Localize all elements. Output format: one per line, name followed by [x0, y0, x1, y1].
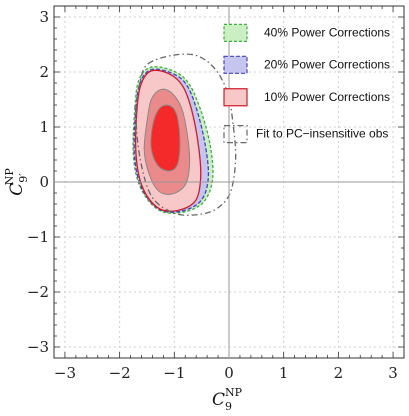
y-axis-label-sup: NP [3, 168, 16, 186]
contour-3-0 [135, 53, 237, 216]
legend-label-3: Fit to PC−insensitive obs [256, 127, 388, 141]
y-axis-label-main: C [7, 183, 27, 196]
contour-regions [132, 53, 237, 216]
y-tick-label: −3 [27, 338, 49, 356]
x-tick-label: −1 [163, 364, 185, 382]
contour-2-2 [150, 104, 181, 172]
x-tick-label: 3 [388, 364, 398, 382]
legend-label-0: 40% Power Corrections [264, 25, 390, 39]
x-axis-label-sup: NP [225, 386, 243, 399]
y-tick-label: −1 [27, 228, 49, 246]
x-axis-label-sub: 9 [225, 400, 232, 413]
legend-swatch-3 [223, 124, 248, 144]
x-tick-label: −3 [54, 364, 76, 382]
legend-swatch-2 [223, 88, 248, 107]
legend-swatch-0 [223, 23, 248, 42]
x-tick-label: 1 [279, 364, 289, 382]
y-tick-label: 1 [39, 118, 49, 136]
legend-swatch-1 [223, 55, 248, 74]
y-axis-label: C9′NP [3, 168, 30, 196]
legend-label-1: 20% Power Corrections [264, 57, 390, 71]
y-tick-label: 2 [39, 63, 49, 81]
tick-marks [54, 6, 404, 358]
y-axis-label-sub: 9′ [17, 173, 30, 183]
x-axis-label: C9NP [212, 386, 243, 413]
x-tick-label: 2 [334, 364, 344, 382]
y-tick-label: −2 [27, 283, 49, 301]
tick-labels: −3 −2 −1 0 1 2 3 −3 −2 −1 0 1 2 3 [27, 8, 398, 382]
x-axis-label-main: C [212, 390, 225, 410]
x-tick-label: 0 [224, 364, 234, 382]
legend: 40% Power Corrections 20% Power Correctio… [223, 23, 390, 144]
x-tick-label: −2 [109, 364, 131, 382]
y-tick-label: 3 [39, 8, 49, 26]
y-tick-label: 0 [39, 173, 49, 191]
legend-label-2: 10% Power Corrections [264, 90, 390, 104]
